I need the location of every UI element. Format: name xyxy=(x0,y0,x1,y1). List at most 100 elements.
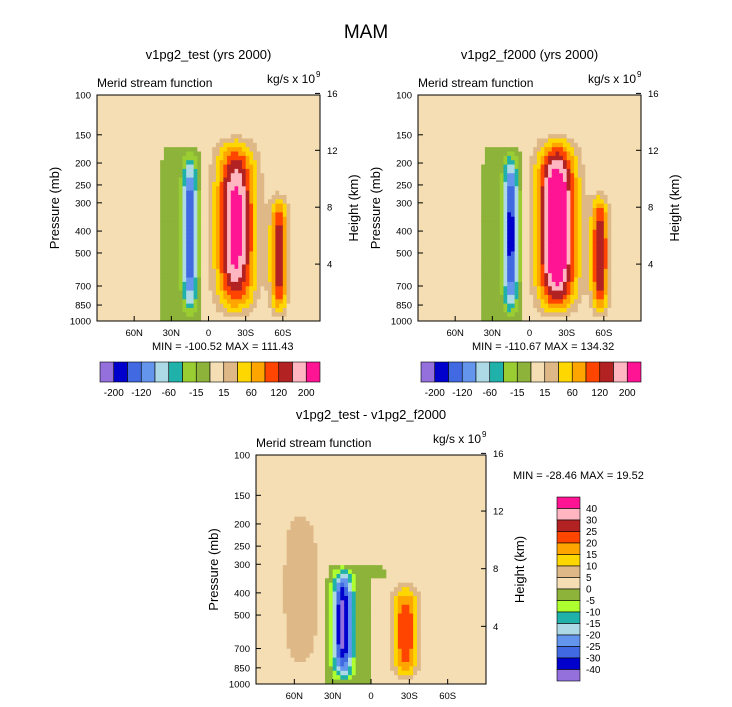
contour-cell xyxy=(189,112,195,118)
contour-cell xyxy=(529,251,534,257)
contour-cell xyxy=(141,121,146,127)
contour-cell xyxy=(137,147,143,153)
contour-cell xyxy=(249,221,254,226)
contour-cell xyxy=(267,181,273,187)
contour-cell xyxy=(175,186,180,192)
contour-cell xyxy=(275,190,280,196)
contour-cell xyxy=(267,299,273,305)
contour-cell xyxy=(208,225,213,231)
contour-cell xyxy=(204,294,210,300)
contour-cell xyxy=(293,303,299,309)
contour-cell xyxy=(301,151,306,157)
contour-cell xyxy=(440,251,445,257)
contour-cell xyxy=(267,316,273,321)
contour-cell xyxy=(421,164,427,170)
contour-cell xyxy=(182,95,187,100)
contour-cell xyxy=(152,307,158,313)
contour-cell xyxy=(496,125,501,131)
contour-cell xyxy=(137,164,143,170)
contour-cell xyxy=(425,173,430,179)
contour-cell xyxy=(260,108,265,113)
contour-cell xyxy=(241,151,247,157)
contour-cell xyxy=(230,199,236,205)
contour-cell xyxy=(418,186,423,192)
contour-cell xyxy=(201,116,206,122)
contour-cell xyxy=(484,268,490,274)
contour-cell xyxy=(108,216,113,222)
contour-cell xyxy=(189,147,195,153)
contour-cell xyxy=(123,103,128,109)
contour-cell xyxy=(316,203,320,209)
contour-cell xyxy=(293,103,299,109)
contour-cell xyxy=(193,134,198,140)
contour-cell xyxy=(481,277,486,283)
contour-cell xyxy=(97,208,102,213)
contour-cell xyxy=(286,234,291,240)
contour-cell xyxy=(108,99,113,105)
contour-cell xyxy=(418,242,423,248)
contour-cell xyxy=(447,177,453,183)
contour-cell xyxy=(267,268,273,274)
contour-cell xyxy=(436,116,441,122)
contour-cell xyxy=(193,273,198,279)
contour-cell xyxy=(507,199,512,205)
contour-cell xyxy=(466,199,471,205)
contour-cell xyxy=(525,129,531,135)
contour-cell xyxy=(126,208,132,213)
contour-cell xyxy=(279,103,284,109)
contour-cell xyxy=(499,125,505,131)
contour-cell xyxy=(152,247,158,253)
contour-cell xyxy=(245,277,250,283)
contour-cell xyxy=(167,234,172,240)
contour-cell xyxy=(510,225,516,231)
contour-cell xyxy=(241,229,247,235)
contour-cell xyxy=(175,142,180,148)
contour-cell xyxy=(152,286,158,292)
contour-cell xyxy=(481,121,486,127)
contour-cell xyxy=(223,251,228,257)
contour-cell xyxy=(152,99,158,105)
contour-cell xyxy=(197,103,202,109)
contour-cell xyxy=(484,203,490,209)
contour-cell xyxy=(279,177,284,183)
contour-cell xyxy=(305,181,310,187)
contour-cell xyxy=(484,186,490,192)
contour-cell xyxy=(115,129,120,135)
figure-title: MAM xyxy=(344,22,388,43)
contour-cell xyxy=(444,125,449,131)
contour-cell xyxy=(421,286,427,292)
contour-cell xyxy=(97,147,102,153)
contour-cell xyxy=(496,208,501,213)
contour-cell xyxy=(186,286,191,292)
contour-cell xyxy=(123,112,128,118)
contour-cell xyxy=(111,264,117,270)
contour-cell xyxy=(208,134,213,140)
contour-cell xyxy=(447,242,453,248)
contour-cell xyxy=(253,112,258,118)
contour-cell xyxy=(149,138,154,144)
contour-cell xyxy=(178,264,184,270)
contour-cell xyxy=(152,151,158,157)
contour-cell xyxy=(540,290,545,296)
contour-cell xyxy=(197,277,202,283)
contour-cell xyxy=(305,99,310,105)
contour-cell xyxy=(514,203,519,209)
contour-cell xyxy=(308,194,314,200)
contour-cell xyxy=(189,160,195,166)
contour-cell xyxy=(223,199,228,205)
contour-cell xyxy=(470,147,475,153)
contour-cell xyxy=(477,168,482,174)
contour-cell xyxy=(462,203,467,209)
contour-cell xyxy=(119,251,124,257)
contour-cell xyxy=(152,103,158,109)
contour-cell xyxy=(227,194,232,200)
contour-cell xyxy=(470,142,475,148)
contour-cell xyxy=(308,260,314,266)
contour-cell xyxy=(429,112,434,118)
contour-cell xyxy=(510,203,516,209)
contour-cell xyxy=(241,286,247,292)
contour-cell xyxy=(316,225,320,231)
contour-cell xyxy=(421,299,427,305)
contour-cell xyxy=(308,121,314,127)
contour-cell xyxy=(171,103,176,109)
